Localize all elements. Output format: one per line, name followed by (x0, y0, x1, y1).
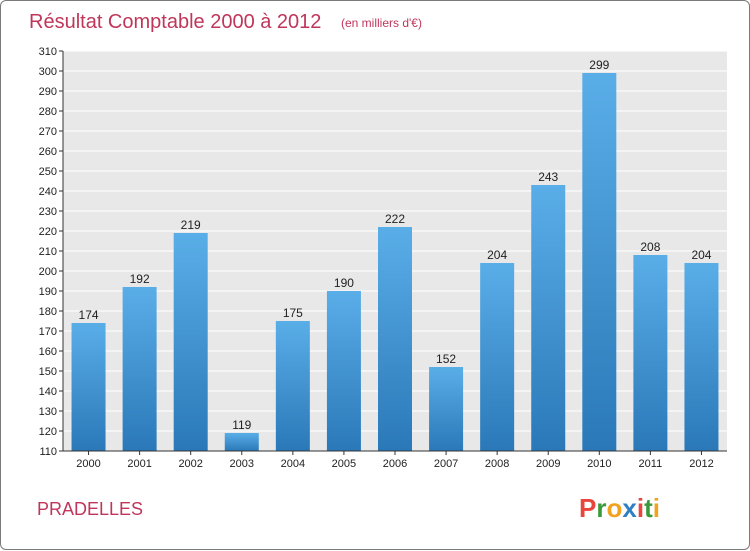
value-label-2003: 119 (232, 418, 251, 432)
bar-2001 (122, 287, 157, 451)
chart-title: Résultat Comptable 2000 à 2012 (29, 11, 321, 33)
y-tick-label: 130 (39, 406, 57, 418)
x-tick-label-2010: 2010 (587, 458, 611, 470)
y-tick-label: 280 (39, 106, 57, 118)
y-tick-label: 110 (39, 446, 57, 458)
x-tick-label-2002: 2002 (178, 458, 202, 470)
bar-2008 (480, 263, 515, 451)
y-tick-label: 300 (39, 66, 57, 78)
y-tick-label: 160 (39, 346, 57, 358)
bars (71, 73, 719, 451)
bar-2004 (275, 321, 310, 451)
value-label-2004: 175 (283, 306, 303, 320)
bar-2009 (531, 185, 566, 451)
y-tick-label: 310 (39, 46, 57, 58)
y-axis: 110 120 130 140 150 160 170 180 190 200 210 220 230 2… (39, 46, 64, 458)
x-axis: 2000 2001 2002 2003 2004 2005 2006 2007 2008 2009… (63, 450, 727, 470)
value-label-2007: 152 (436, 352, 456, 366)
x-tick-label-2006: 2006 (383, 458, 407, 470)
y-tick-label: 200 (39, 266, 57, 278)
y-tick-label: 190 (39, 286, 57, 298)
chart-subtitle: (en milliers d'€) (341, 16, 422, 30)
y-tick-label: 210 (39, 246, 57, 258)
bar-2010 (582, 73, 617, 451)
bar-2007 (429, 367, 464, 451)
value-label-2006: 222 (385, 212, 405, 226)
proxiti-logo: Proxiti (579, 493, 660, 523)
y-tick-label: 230 (39, 206, 57, 218)
y-tick-label: 240 (39, 186, 57, 198)
x-tick-label-2008: 2008 (485, 458, 509, 470)
y-tick-label: 150 (39, 366, 57, 378)
x-tick-label-2011: 2011 (639, 458, 663, 470)
bar-2011 (633, 255, 668, 451)
x-tick-label-2001: 2001 (127, 458, 151, 470)
value-label-2000: 174 (79, 308, 99, 322)
value-label-2011: 208 (640, 240, 660, 254)
value-label-2002: 219 (181, 218, 201, 232)
x-tick-label-2003: 2003 (230, 458, 254, 470)
y-tick-label: 180 (39, 306, 57, 318)
bar-2003 (224, 433, 259, 451)
x-tick-label-2009: 2009 (536, 458, 560, 470)
bar-2002 (173, 233, 208, 451)
y-tick-label: 170 (39, 326, 57, 338)
y-tick-label: 140 (39, 386, 57, 398)
x-tick-label-2012: 2012 (689, 458, 713, 470)
value-labels: 174 192 219 119 175 190 222 152 204 243 299 208 204 (79, 58, 712, 432)
value-label-2008: 204 (487, 248, 507, 262)
value-label-2012: 204 (691, 248, 711, 262)
y-tick-label: 250 (39, 166, 57, 178)
x-tick-label-2007: 2007 (434, 458, 458, 470)
bar-2006 (378, 227, 412, 451)
x-tick-label-2005: 2005 (332, 458, 356, 470)
value-label-2009: 243 (538, 170, 558, 184)
x-tick-label-2004: 2004 (281, 458, 305, 470)
x-tick-label-2000: 2000 (76, 458, 100, 470)
y-tick-label: 260 (39, 146, 57, 158)
bar-2005 (326, 291, 361, 451)
bar-2012 (684, 263, 719, 451)
y-tick-label: 220 (39, 226, 57, 238)
commune-name: PRADELLES (37, 499, 143, 519)
value-label-2010: 299 (589, 58, 609, 72)
value-label-2001: 192 (130, 272, 150, 286)
value-label-2005: 190 (334, 276, 354, 290)
y-tick-label: 120 (39, 426, 57, 438)
y-tick-label: 270 (39, 126, 57, 138)
bar-2000 (71, 323, 106, 451)
y-tick-label: 290 (39, 86, 57, 98)
